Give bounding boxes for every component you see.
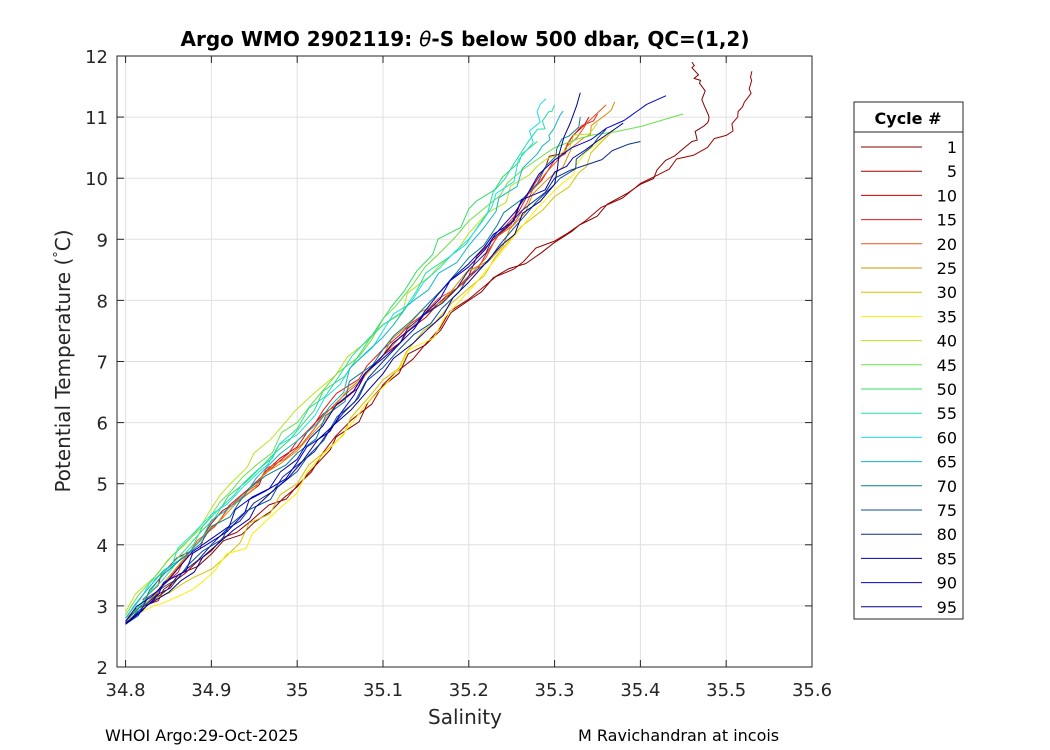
legend-label-cycle-35: 35: [937, 307, 957, 326]
title-suffix: -S below 500 dbar, QC=(1,2): [431, 27, 749, 51]
y-tick-label-10: 12: [85, 47, 108, 68]
chart-title: Argo WMO 2902119: θ-S below 500 dbar, QC…: [181, 27, 750, 51]
y-tick-label-5: 7: [97, 353, 108, 374]
y-tick-label-9: 11: [85, 108, 108, 129]
x-tick-label-6: 35.4: [620, 680, 660, 701]
series-line-cycle-30: [125, 128, 616, 619]
title-theta: θ: [419, 27, 431, 51]
series-line-cycle-60: [125, 98, 547, 619]
footer-left: WHOI Argo:29-Oct-2025: [105, 726, 299, 745]
y-axis-label-degree: °: [52, 251, 67, 258]
y-tick-label-3: 5: [97, 475, 108, 496]
x-tick-label-1: 34.9: [191, 680, 231, 701]
series-line-cycle-65: [125, 110, 564, 619]
legend-label-cycle-50: 50: [937, 380, 957, 399]
legend-label-cycle-95: 95: [937, 598, 957, 617]
series-line-cycle-1: [125, 61, 710, 625]
x-axis-label: Salinity: [428, 705, 502, 729]
y-axis-label: Potential Temperature (°C): [51, 229, 75, 492]
legend-label-cycle-30: 30: [937, 283, 957, 302]
x-tick-label-0: 34.8: [106, 680, 146, 701]
legend-label-cycle-90: 90: [937, 574, 957, 593]
y-tick-label-6: 8: [97, 291, 108, 312]
legend-label-cycle-55: 55: [937, 404, 957, 423]
y-tick-label-7: 9: [97, 230, 108, 251]
y-tick-label-2: 4: [97, 536, 108, 557]
series-line-cycle-55: [133, 104, 556, 616]
series-line-cycle-35: [125, 135, 607, 622]
x-tick-label-2: 35: [286, 680, 309, 701]
y-axis-label-prefix: Potential Temperature (: [51, 258, 75, 493]
series-line-cycle-10: [142, 116, 590, 601]
series-line-cycle-95: [125, 92, 581, 625]
legend-label-cycle-75: 75: [937, 501, 957, 520]
series-line-cycle-85: [125, 122, 624, 622]
series-line-cycle-70: [125, 117, 581, 622]
legend-label-cycle-25: 25: [937, 259, 957, 278]
legend-box: [853, 101, 964, 620]
legend-label-cycle-20: 20: [937, 235, 957, 254]
legend: Cycle # 15101520253035404550556065707580…: [853, 101, 964, 620]
title-prefix: Argo WMO 2902119:: [181, 27, 420, 51]
x-tick-label-3: 35.1: [363, 680, 403, 701]
series-line-cycle-5: [125, 71, 753, 624]
legend-label-cycle-65: 65: [937, 453, 957, 472]
legend-label-cycle-85: 85: [937, 549, 957, 568]
y-tick-label-8: 10: [85, 169, 108, 190]
footer-right: M Ravichandran at incois: [578, 726, 780, 745]
y-tick-label-4: 6: [97, 414, 108, 435]
x-tick-label-7: 35.5: [706, 680, 746, 701]
series-line-cycle-15: [150, 113, 598, 604]
legend-label-cycle-5: 5: [947, 162, 957, 181]
series-line-cycle-50: [133, 141, 538, 613]
y-tick-label-1: 3: [97, 597, 108, 618]
legend-label-cycle-15: 15: [937, 211, 957, 230]
legend-title: Cycle #: [875, 109, 942, 128]
series-lines: [125, 61, 753, 625]
x-tick-label-8: 35.6: [792, 680, 832, 701]
series-line-cycle-80: [125, 141, 641, 625]
legend-label-cycle-70: 70: [937, 477, 957, 496]
series-line-cycle-90: [125, 95, 667, 624]
x-tick-label-4: 35.2: [449, 680, 489, 701]
legend-label-cycle-45: 45: [937, 356, 957, 375]
x-ticks: 34.8 34.9 35 35.1 35.2 35.3 35.4 35.5 35.6: [106, 56, 832, 701]
legend-label-cycle-10: 10: [937, 186, 957, 205]
legend-label-cycle-60: 60: [937, 428, 957, 447]
y-tick-label-0: 2: [97, 658, 108, 679]
legend-label-cycle-40: 40: [937, 332, 957, 351]
legend-label-cycle-1: 1: [947, 138, 957, 157]
y-axis-label-suffix: C): [51, 229, 75, 251]
y-ticks: 2 3 4 5 6 7 8 9 10 11 12: [85, 47, 812, 679]
legend-label-cycle-80: 80: [937, 525, 957, 544]
x-tick-label-5: 35.3: [535, 680, 575, 701]
